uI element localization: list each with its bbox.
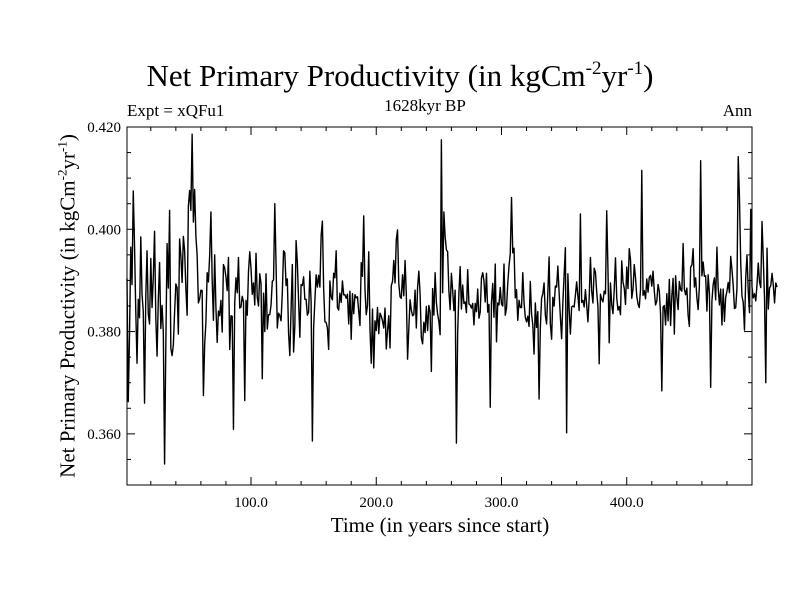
- experiment-label: Expt = xQFu1: [127, 101, 225, 120]
- x-axis-label: Time (in years since start): [330, 513, 550, 537]
- x-tick-label: 400.0: [610, 495, 644, 511]
- x-tick-label: 300.0: [485, 495, 519, 511]
- major-ticks: [127, 126, 752, 485]
- tick-labels: 100.0 200.0 300.0 400.0 0.360 0.380 0.400 0.420: [87, 120, 643, 511]
- series-line-annual-npp: [126, 133, 778, 465]
- y-tick-label: 0.380: [87, 325, 121, 341]
- y-axis-label: Net Primary Productivity (in kgCm-2yr-1): [54, 134, 80, 478]
- chart-title: Net Primary Productivity (in kgCm-2yr-1): [146, 58, 654, 93]
- minor-ticks: [127, 127, 752, 486]
- season-label: Ann: [722, 101, 752, 120]
- x-tick-label: 200.0: [359, 495, 393, 511]
- y-tick-label: 0.420: [87, 120, 121, 136]
- y-tick-label: 0.360: [87, 427, 121, 443]
- x-tick-label: 100.0: [234, 495, 268, 511]
- y-tick-label: 0.400: [87, 222, 121, 238]
- chart-subtitle: 1628kyr BP: [384, 96, 466, 115]
